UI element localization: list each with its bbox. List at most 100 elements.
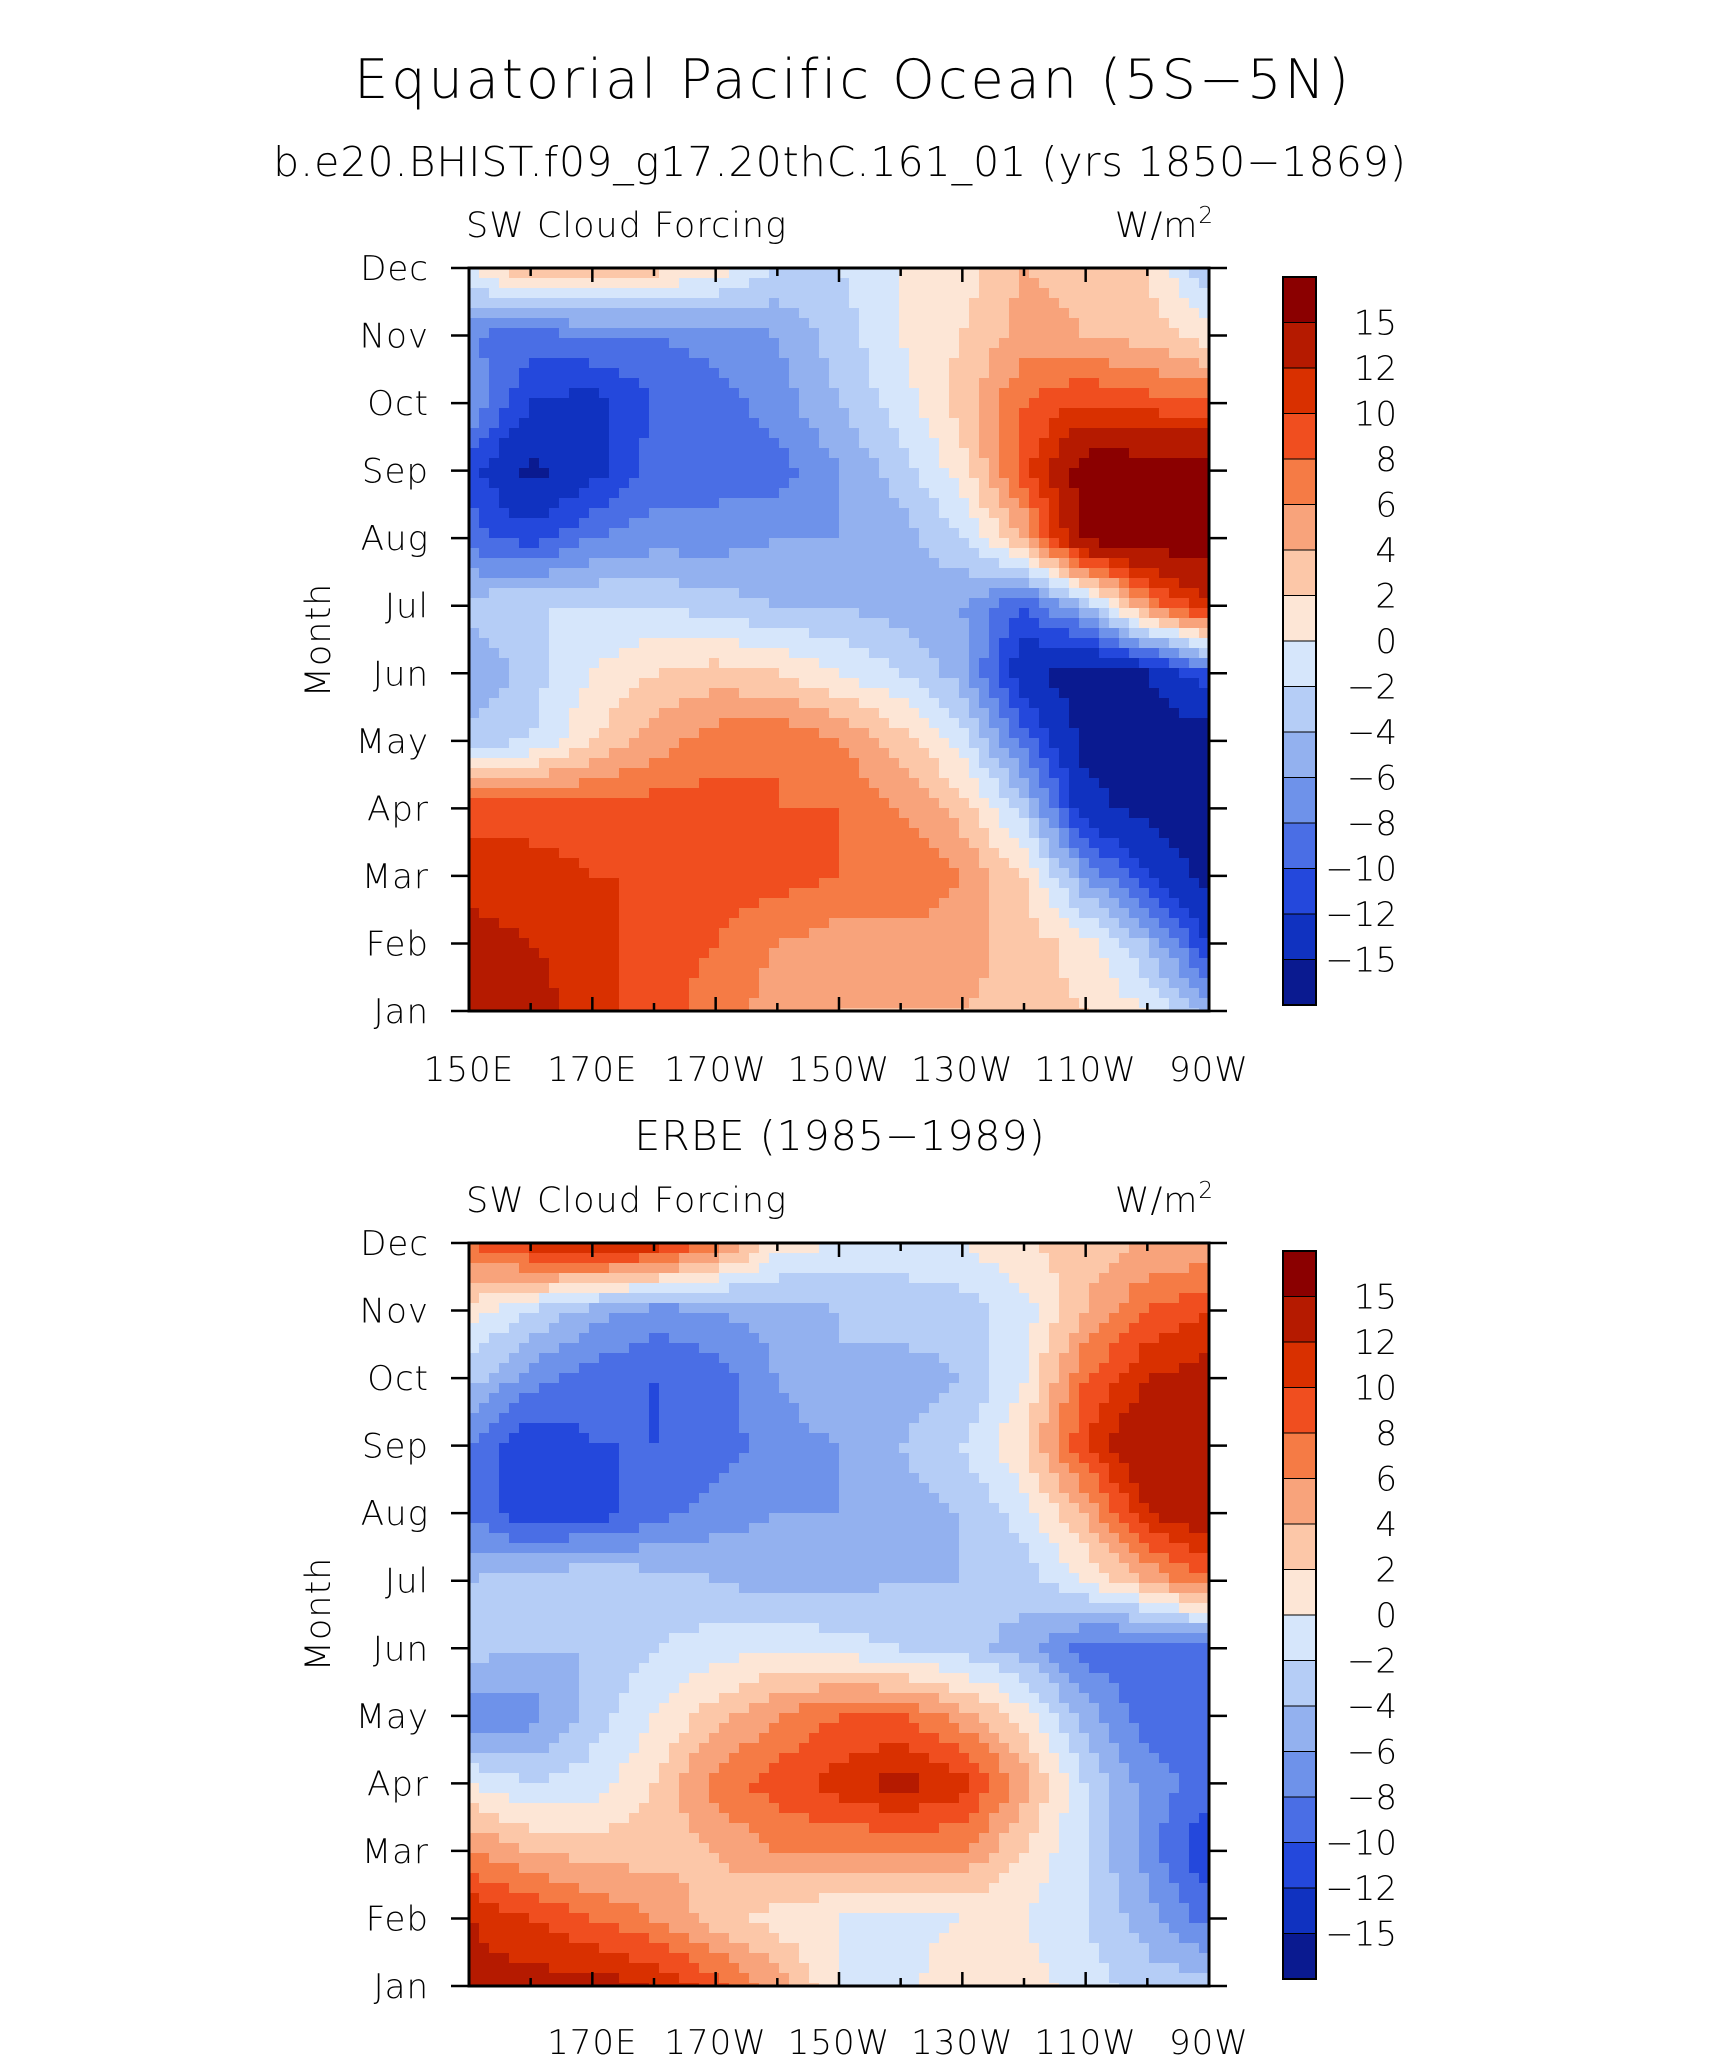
contour-cell: [729, 638, 740, 649]
contour-cell: [1039, 828, 1050, 839]
contour-cell: [1039, 468, 1050, 479]
contour-cell: [489, 598, 500, 609]
contour-cell: [1069, 838, 1080, 849]
contour-cell: [629, 398, 640, 409]
contour-cell: [979, 558, 990, 569]
contour-cell: [639, 398, 650, 409]
contour-cell: [669, 408, 680, 419]
contour-cell: [579, 788, 590, 799]
contour-cell: [609, 468, 620, 479]
contour-cell: [1129, 728, 1140, 739]
contour-cell: [799, 268, 810, 279]
contour-cell: [579, 348, 590, 359]
contour-cell: [739, 698, 750, 709]
contour-cell: [709, 768, 720, 779]
contour-cell: [479, 638, 490, 649]
contour-cell: [1199, 308, 1209, 319]
contour-cell: [569, 888, 580, 899]
contour-cell: [1059, 318, 1070, 329]
contour-cell: [1129, 268, 1140, 279]
contour-cell: [479, 708, 490, 719]
contour-cell: [609, 638, 620, 649]
contour-cell: [609, 478, 620, 489]
contour-cell: [1009, 858, 1020, 869]
contour-cell: [809, 778, 820, 789]
contour-cell: [579, 648, 590, 659]
contour-cell: [889, 528, 900, 539]
contour-cell: [979, 788, 990, 799]
contour-cell: [1019, 578, 1030, 589]
contour-cell: [1069, 738, 1080, 749]
contour-cell: [789, 778, 800, 789]
contour-cell: [1009, 798, 1020, 809]
contour-cell: [1059, 838, 1070, 849]
contour-cell: [1189, 348, 1200, 359]
contour-cell: [509, 788, 520, 799]
contour-cell: [659, 548, 670, 559]
contour-cell: [1189, 268, 1200, 279]
contour-cell: [989, 448, 1000, 459]
contour-cell: [799, 738, 810, 749]
contour-cell: [1189, 458, 1200, 469]
contour-cell: [989, 548, 1000, 559]
contour-cell: [789, 338, 800, 349]
contour-cell: [899, 818, 910, 829]
contour-cell: [1189, 658, 1200, 669]
contour-cell: [749, 448, 760, 459]
contour-cell: [979, 898, 990, 909]
contour-cell: [1009, 738, 1020, 749]
contour-cell: [949, 798, 960, 809]
contour-cell: [629, 828, 640, 839]
contour-cell: [669, 768, 680, 779]
contour-cell: [789, 878, 800, 889]
contour-cell: [479, 898, 490, 909]
contour-cell: [1049, 798, 1060, 809]
contour-cell: [1019, 458, 1030, 469]
contour-cell: [999, 308, 1010, 319]
contour-cell: [939, 488, 950, 499]
contour-cell: [509, 838, 520, 849]
contour-cell: [709, 908, 720, 919]
contour-cell: [969, 588, 980, 599]
contour-cell: [1069, 398, 1080, 409]
contour-cell: [719, 328, 730, 339]
contour-cell: [539, 598, 550, 609]
contour-cell: [499, 718, 510, 729]
contour-cell: [719, 618, 730, 629]
contour-cell: [729, 528, 740, 539]
contour-cell: [749, 318, 760, 329]
contour-cell: [1049, 658, 1060, 669]
contour-cell: [659, 488, 670, 499]
contour-cell: [759, 298, 770, 309]
contour-cell: [819, 298, 830, 309]
contour-cell: [639, 388, 650, 399]
contour-cell: [919, 538, 930, 549]
contour-cell: [809, 798, 820, 809]
contour-cell: [539, 808, 550, 819]
contour-cell: [1039, 498, 1050, 509]
contour-cell: [729, 518, 740, 529]
contour-cell: [669, 708, 680, 719]
contour-cell: [879, 718, 890, 729]
contour-cell: [769, 458, 780, 469]
contour-cell: [1069, 818, 1080, 829]
contour-cell: [519, 468, 530, 479]
contour-cell: [629, 508, 640, 519]
contour-cell: [889, 488, 900, 499]
contour-cell: [659, 528, 670, 539]
contour-cell: [969, 598, 980, 609]
contour-cell: [989, 888, 1000, 899]
contour-cell: [789, 848, 800, 859]
contour-cell: [769, 908, 780, 919]
contour-cell: [529, 848, 540, 859]
contour-cell: [759, 428, 770, 439]
contour-cell: [1079, 698, 1090, 709]
contour-cell: [1099, 848, 1110, 859]
contour-cell: [749, 518, 760, 529]
contour-cell: [759, 368, 770, 379]
contour-cell: [1199, 868, 1209, 879]
contour-cell: [479, 908, 490, 919]
contour-cell: [889, 578, 900, 589]
contour-cell: [649, 748, 660, 759]
contour-cell: [1109, 618, 1120, 629]
